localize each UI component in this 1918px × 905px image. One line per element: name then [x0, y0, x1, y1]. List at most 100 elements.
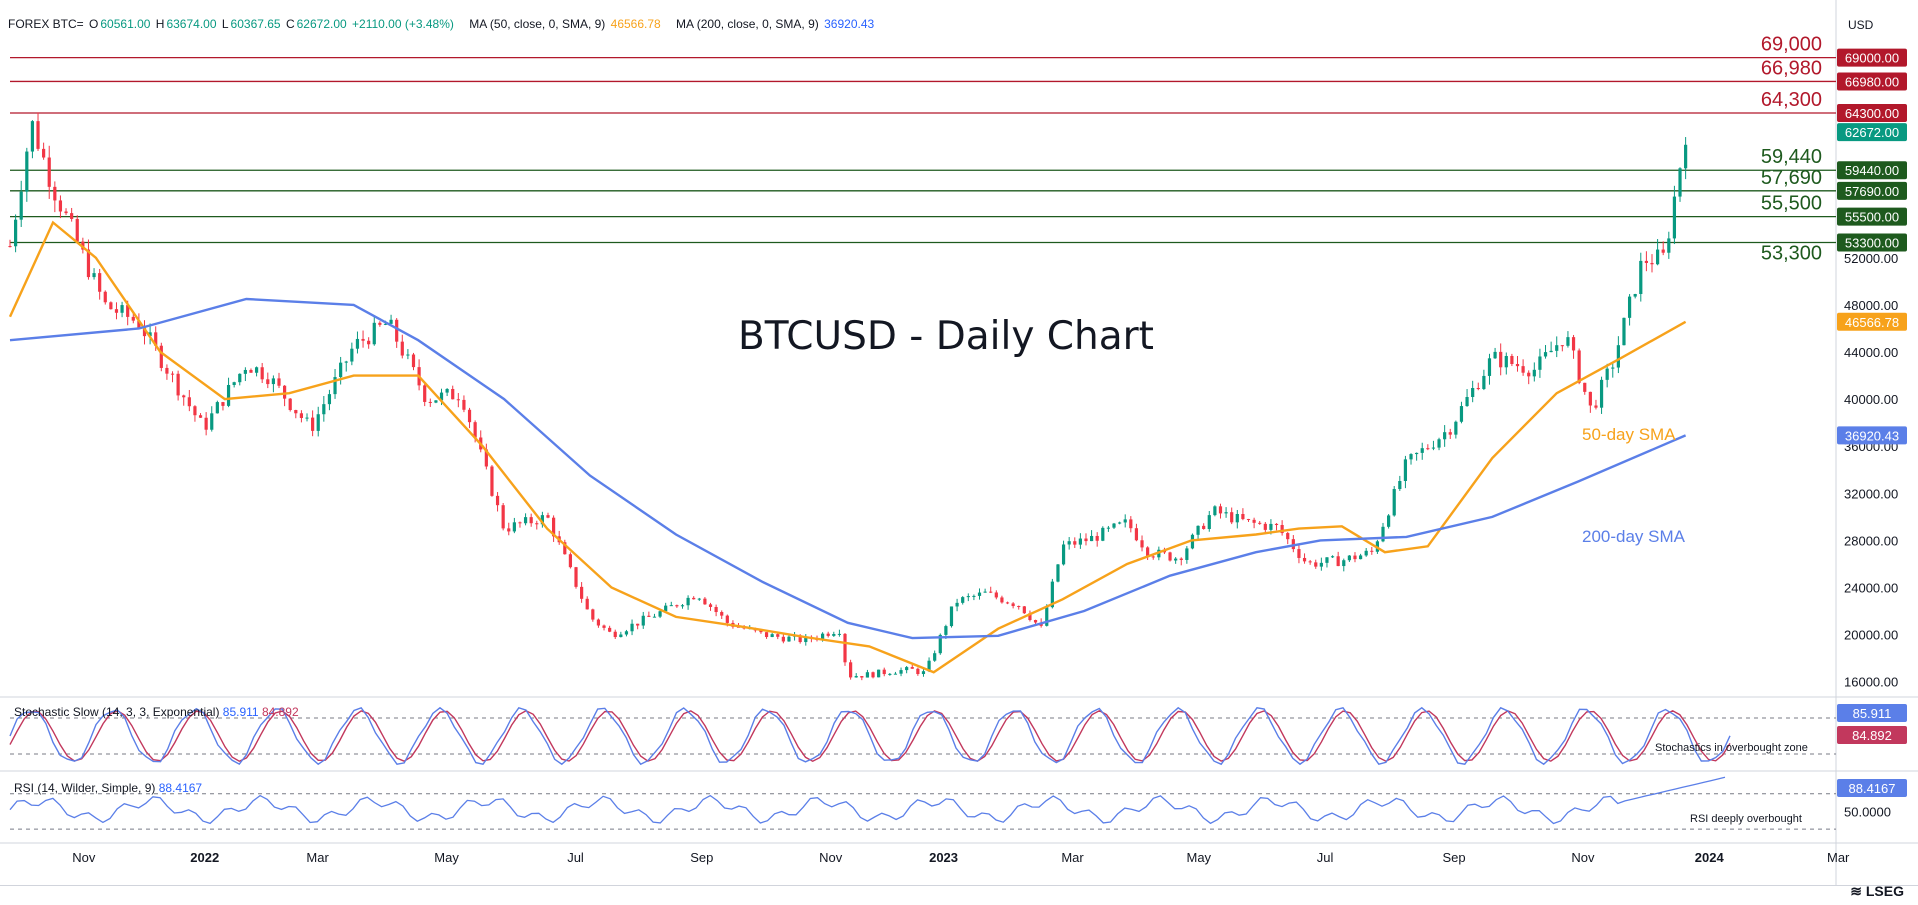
stoch-tag: [1837, 704, 1907, 722]
candle-body: [1611, 367, 1615, 369]
y-tick-label: 24000.00: [1844, 581, 1898, 596]
y-tick-label: 44000.00: [1844, 345, 1898, 360]
candle-body: [1258, 522, 1262, 524]
candle-body: [1370, 550, 1374, 552]
price-tag-label: 64300.00: [1845, 106, 1899, 121]
stoch-d-line: [9, 710, 1731, 762]
candle-body: [1061, 544, 1066, 565]
price-tag: [1837, 181, 1907, 200]
sma50-annotation: 50-day SMA: [1582, 425, 1676, 444]
candle-body: [1566, 337, 1570, 346]
stochastic-label: Stochastic Slow (14, 3, 3, Exponential): [14, 705, 220, 719]
candle-body: [1538, 356, 1542, 370]
support-label: 57,690: [1761, 167, 1822, 189]
candle-body: [692, 597, 696, 600]
candle-body: [966, 596, 970, 598]
candle-body: [1381, 526, 1385, 542]
candle-body: [1476, 387, 1480, 390]
y-tick-label: 32000.00: [1844, 486, 1898, 501]
candle-body: [1302, 557, 1307, 562]
candle-body: [1011, 603, 1015, 607]
candle-body: [210, 413, 214, 430]
candle-body: [1471, 387, 1475, 398]
candle-body: [30, 121, 35, 152]
currency-label: USD: [1848, 18, 1874, 32]
candle-body: [367, 340, 371, 345]
candle-body: [1056, 564, 1060, 582]
candle-body: [36, 121, 40, 149]
candle-body: [1656, 249, 1660, 265]
candle-body: [1185, 548, 1189, 560]
candle-body: [1325, 557, 1329, 563]
resistance-label: 64,300: [1761, 89, 1822, 111]
candle-body: [720, 612, 724, 616]
candle-body: [19, 191, 23, 220]
candle-body: [1028, 613, 1032, 621]
candle-body: [529, 517, 533, 524]
candle-body: [1168, 552, 1172, 561]
candle-body: [1583, 382, 1587, 392]
candle-body: [1605, 368, 1609, 380]
price-tag-label: 59440.00: [1845, 163, 1899, 178]
stoch-k-line: [9, 706, 1731, 766]
candle-body: [1633, 294, 1637, 297]
candle-body: [523, 517, 528, 524]
candle-body: [423, 385, 427, 402]
candle-body: [580, 586, 584, 599]
candle-body: [70, 213, 74, 219]
low-label: L: [221, 17, 229, 31]
candle-body: [294, 410, 298, 414]
candle-body: [176, 373, 180, 396]
candle-body: [1560, 345, 1564, 347]
candle-body: [636, 623, 640, 626]
candle-body: [1095, 535, 1099, 541]
candle-body: [1218, 506, 1223, 514]
candle-body: [467, 409, 472, 423]
candle-body: [1146, 547, 1150, 557]
x-tick-label: 2023: [929, 850, 958, 865]
low-value: 60367.65: [230, 17, 281, 31]
open-label: O: [89, 17, 99, 31]
candle-body: [1050, 581, 1054, 608]
candle-body: [849, 662, 853, 678]
candle-body: [781, 636, 785, 642]
stochastic-k-value: 85.911: [222, 705, 259, 719]
candle-body: [546, 515, 550, 518]
candle-body: [495, 495, 500, 506]
price-tag: [1837, 72, 1907, 91]
candle-body: [1627, 296, 1632, 318]
x-tick-label: Nov: [72, 850, 96, 865]
candle-body: [193, 406, 197, 416]
price-tag-label: 55500.00: [1845, 210, 1899, 225]
candle-body: [1207, 515, 1211, 529]
candle-body: [910, 667, 914, 669]
candle-body: [1403, 459, 1408, 481]
candle-body: [1415, 452, 1419, 455]
x-tick-label: Nov: [819, 850, 843, 865]
price-tag-label: 69000.00: [1845, 51, 1899, 66]
candle-body: [708, 604, 713, 607]
rsi-annotation: RSI deeply overbought: [1690, 813, 1802, 825]
candle-body: [47, 157, 51, 187]
candle-body: [355, 338, 360, 349]
candle-body: [1297, 549, 1301, 558]
high-label: H: [155, 17, 165, 31]
support-label: 53,300: [1761, 243, 1822, 265]
candle-body: [131, 316, 135, 321]
close-value: 62672.00: [296, 17, 347, 31]
candle-body: [221, 402, 225, 406]
x-tick-label: Jul: [1317, 850, 1334, 865]
candle-body: [1521, 366, 1525, 373]
price-tag: [1837, 123, 1907, 142]
candle-body: [490, 466, 494, 496]
candle-body: [1179, 558, 1183, 560]
candle-body: [877, 669, 881, 678]
candle-body: [1342, 560, 1346, 567]
candle-body: [1151, 556, 1155, 558]
candle-body: [316, 414, 320, 431]
candle-body: [591, 609, 595, 620]
y-tick-label: 28000.00: [1844, 533, 1898, 548]
candle-body: [277, 378, 281, 386]
